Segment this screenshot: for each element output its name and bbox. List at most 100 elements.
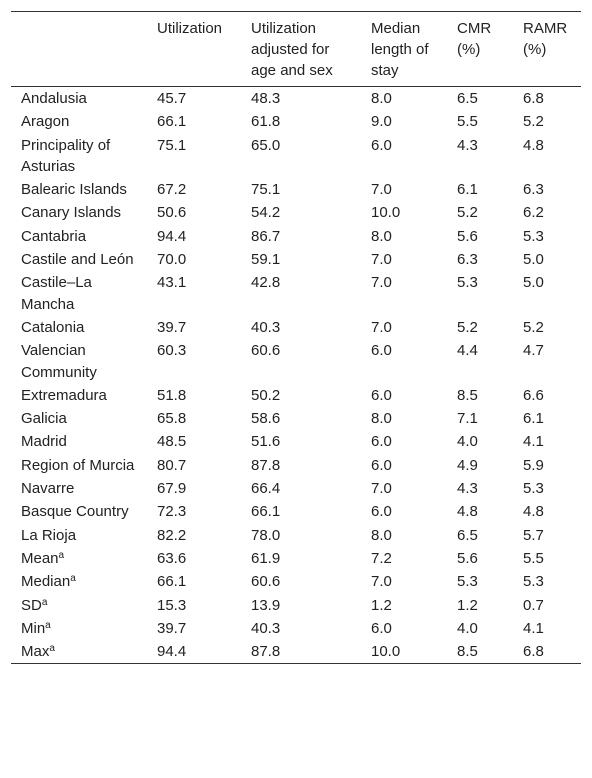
table-cell: 48.3: [251, 90, 281, 107]
table-cell: 40.3: [251, 619, 281, 637]
column-header: CMR (%): [457, 20, 492, 58]
table-cell: 61.8: [251, 113, 281, 131]
table-cell: 7.2: [371, 549, 392, 567]
table-cell: 5.0: [523, 274, 544, 292]
table-cell: 45.7: [157, 90, 187, 107]
data-table: Utilization Utilization adjusted for age …: [11, 11, 581, 664]
table-cell: 5.2: [523, 113, 544, 131]
table-cell: 51.8: [157, 386, 187, 404]
table-cell: 75.1: [157, 136, 187, 154]
table-header: Utilization Utilization adjusted for age …: [11, 11, 581, 87]
table-cell: 6.5: [457, 526, 478, 544]
table-cell: 8.0: [371, 526, 392, 544]
table-row: Catalonia 39.7 40.3 7.0 5.2 5.2: [11, 316, 581, 339]
column-header: [11, 12, 147, 87]
table-cell: 6.0: [371, 503, 392, 521]
table-cell: 65.8: [157, 410, 187, 428]
table-cell: 87.8: [251, 643, 281, 661]
row-label-text: Extremadura: [21, 386, 107, 404]
table-row: La Rioja 82.2 78.0 8.0 6.5 5.7: [11, 524, 581, 547]
row-label: Aragon: [11, 110, 147, 133]
row-label: Galicia: [11, 407, 147, 430]
table-cell: 13.9: [251, 596, 281, 614]
table-cell: 7.0: [371, 318, 392, 336]
footnote-marker: a: [49, 643, 55, 655]
row-label: Principality of Asturias: [11, 134, 147, 179]
table-cell: 61.9: [251, 549, 281, 567]
row-label: Catalonia: [11, 316, 147, 339]
table-row: Navarre 67.9 66.4 7.0 4.3 5.3: [11, 477, 581, 500]
table-cell: 80.7: [157, 456, 187, 474]
table-cell: 6.6: [523, 386, 544, 404]
row-label: Maxa: [11, 640, 147, 664]
table-cell: 6.0: [371, 433, 392, 451]
table-cell: 5.5: [523, 549, 544, 567]
row-label: Balearic Islands: [11, 178, 147, 201]
table-cell: 67.9: [157, 480, 187, 498]
table-cell: 5.7: [523, 526, 544, 544]
column-header: Utilization: [157, 20, 223, 37]
table-cell: 4.0: [457, 619, 478, 637]
table-cell: 6.0: [371, 456, 392, 474]
row-label: Extremadura: [11, 384, 147, 407]
table-cell: 66.1: [157, 113, 187, 131]
row-label-text: Madrid: [21, 433, 67, 451]
table-cell: 40.3: [251, 318, 281, 336]
table-cell: 75.1: [251, 181, 281, 199]
table-cell: 5.0: [523, 251, 544, 269]
column-header: RAMR (%): [523, 20, 568, 58]
table-cell: 8.5: [457, 386, 478, 404]
table-cell: 0.7: [523, 596, 544, 614]
row-label-text: Mean: [21, 549, 59, 567]
table-row: Mediana 66.1 60.6 7.0 5.3 5.3: [11, 570, 581, 593]
table-row: Andalusia 45.7 48.3 8.0 6.5 6.8: [11, 87, 581, 111]
table-cell: 5.5: [457, 113, 478, 131]
table-cell: 66.1: [157, 573, 187, 591]
table-cell: 4.3: [457, 136, 478, 154]
row-label-text: Balearic Islands: [21, 181, 127, 199]
table-cell: 6.8: [523, 643, 544, 661]
row-label: SDa: [11, 594, 147, 617]
row-label-text: Min: [21, 619, 46, 637]
table-cell: 4.8: [523, 136, 544, 154]
table-cell: 70.0: [157, 251, 187, 269]
row-label-text: Castile–La Mancha: [21, 274, 92, 313]
table-body: Andalusia 45.7 48.3 8.0 6.5 6.8 Aragon 66.1 61.8…: [11, 87, 581, 664]
table-cell: 67.2: [157, 181, 187, 199]
header-row: Utilization Utilization adjusted for age …: [11, 11, 581, 87]
table-cell: 4.3: [457, 480, 478, 498]
row-label-text: Aragon: [21, 113, 70, 131]
table-cell: 5.2: [457, 318, 478, 336]
table-cell: 6.3: [523, 181, 544, 199]
row-label: Cantabria: [11, 225, 147, 248]
table-cell: 5.3: [457, 274, 478, 292]
table-cell: 7.0: [371, 480, 392, 498]
table-cell: 58.6: [251, 410, 281, 428]
table-cell: 51.6: [251, 433, 281, 451]
table-cell: 5.6: [457, 227, 478, 245]
table-row: Aragon 66.1 61.8 9.0 5.5 5.2: [11, 110, 581, 133]
footnote-marker: a: [45, 619, 51, 631]
table-cell: 1.2: [371, 596, 392, 614]
table-cell: 8.0: [371, 90, 392, 107]
row-label: Castile–La Mancha: [11, 271, 147, 316]
table-cell: 5.3: [523, 227, 544, 245]
table-cell: 6.0: [371, 136, 392, 154]
table-cell: 66.4: [251, 480, 281, 498]
row-label: Canary Islands: [11, 201, 147, 224]
table-cell: 7.0: [371, 274, 392, 292]
table-cell: 10.0: [371, 643, 401, 661]
table-cell: 4.8: [523, 503, 544, 521]
table-row: Galicia 65.8 58.6 8.0 7.1 6.1: [11, 407, 581, 430]
table-cell: 65.0: [251, 136, 281, 154]
row-label-text: Castile and León: [21, 251, 134, 269]
table-row: Principality of Asturias 75.1 65.0 6.0 4.3 4.…: [11, 134, 581, 179]
table-cell: 5.6: [457, 549, 478, 567]
row-label: Mina: [11, 617, 147, 640]
column-header: Utilization adjusted for age and sex: [251, 20, 333, 79]
row-label: Navarre: [11, 477, 147, 500]
table-cell: 6.1: [523, 410, 544, 428]
row-label-text: Andalusia: [21, 90, 87, 107]
table-row: Valencian Community 60.3 60.6 6.0 4.4 4.7: [11, 339, 581, 384]
table-row: Madrid 48.5 51.6 6.0 4.0 4.1: [11, 430, 581, 453]
